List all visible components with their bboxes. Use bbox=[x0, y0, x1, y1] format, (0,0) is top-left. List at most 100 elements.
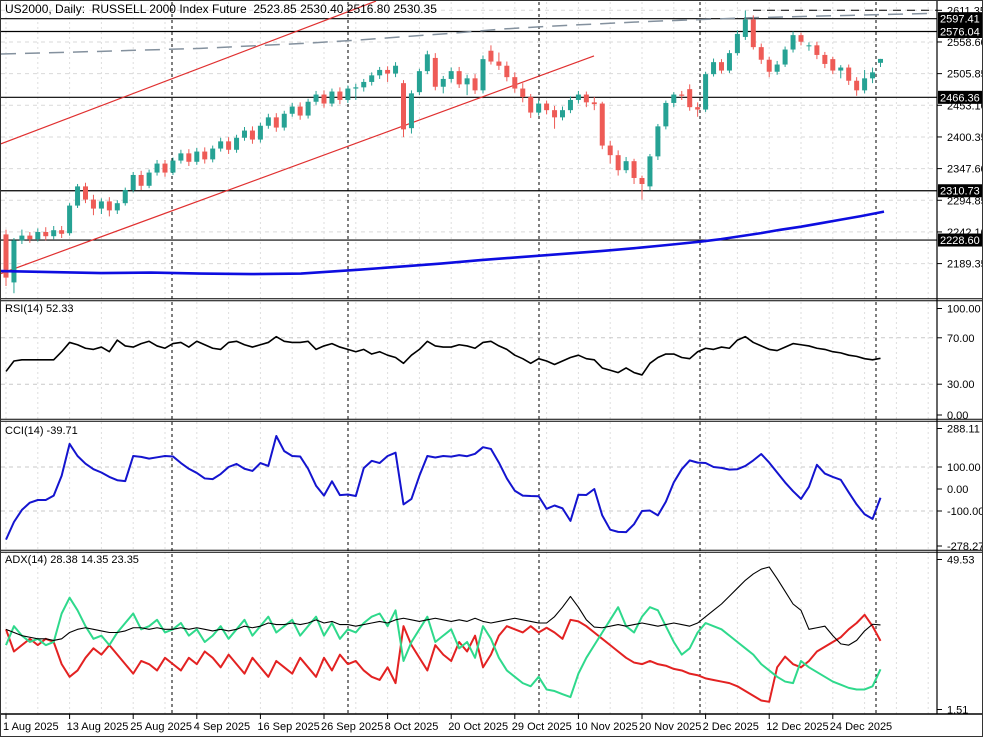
date-label: 25 Aug 2025 bbox=[130, 721, 192, 733]
candle-body bbox=[19, 235, 25, 241]
candle-body bbox=[51, 230, 57, 237]
candle-body bbox=[774, 64, 780, 72]
candle-body bbox=[742, 19, 748, 37]
candle-body bbox=[607, 145, 613, 156]
rsi-tick-label: 30.00 bbox=[947, 379, 975, 391]
cci-line[interactable] bbox=[5, 434, 882, 541]
candle-body bbox=[766, 59, 772, 72]
highlighted-price-box bbox=[938, 12, 982, 26]
candle-body bbox=[623, 161, 629, 171]
candle-body bbox=[106, 201, 112, 211]
candle-body bbox=[138, 174, 144, 186]
candle-body bbox=[170, 160, 176, 173]
adx-tick-label: 1.51 bbox=[947, 705, 968, 717]
candle-body bbox=[496, 61, 502, 66]
cci-tick-label: 0.00 bbox=[947, 484, 968, 496]
candle-body bbox=[520, 88, 526, 97]
candle-body bbox=[631, 161, 637, 178]
minus-di-line[interactable] bbox=[5, 613, 882, 703]
candle-body bbox=[822, 54, 828, 64]
candle-body bbox=[528, 96, 534, 113]
candle-body bbox=[210, 148, 216, 160]
candle-body bbox=[567, 99, 573, 111]
highlighted-price-label: 2228.60 bbox=[940, 235, 980, 247]
candle-body bbox=[75, 186, 81, 206]
candle-body bbox=[512, 77, 518, 89]
candle-body bbox=[703, 74, 709, 110]
candle-body bbox=[313, 94, 319, 102]
candle-body bbox=[67, 205, 73, 234]
date-label: 4 Sep 2025 bbox=[194, 721, 250, 733]
date-label: 12 Dec 2025 bbox=[766, 721, 828, 733]
candle-body bbox=[472, 78, 478, 91]
red-trendline[interactable] bbox=[1, 1, 377, 145]
candle-body bbox=[3, 234, 9, 278]
plus-di-line[interactable] bbox=[5, 596, 882, 699]
candle-body bbox=[711, 62, 717, 75]
adx-indicator-label: ADX(14) 28.38 14.35 23.35 bbox=[5, 554, 139, 566]
rsi-line[interactable] bbox=[5, 335, 881, 376]
gray-dashed-ma-line[interactable] bbox=[1, 12, 937, 55]
candle-body bbox=[687, 89, 693, 108]
date-label: 10 Nov 2025 bbox=[575, 721, 637, 733]
candle-body bbox=[655, 126, 661, 157]
candle-body bbox=[480, 59, 486, 91]
candle-body bbox=[218, 141, 224, 149]
candle-body bbox=[83, 186, 88, 200]
candle-body bbox=[27, 235, 33, 240]
candle-body bbox=[464, 78, 470, 85]
candle-body bbox=[249, 130, 255, 140]
highlighted-price-box bbox=[938, 233, 982, 247]
candle-body bbox=[194, 151, 200, 162]
candle-body bbox=[878, 58, 883, 63]
candle-body bbox=[750, 19, 756, 48]
candle-body bbox=[130, 174, 136, 190]
candle-body bbox=[59, 230, 65, 234]
date-label: 20 Nov 2025 bbox=[639, 721, 701, 733]
candle-body bbox=[862, 78, 868, 91]
candles-group[interactable] bbox=[3, 10, 884, 294]
highlighted-price-box bbox=[938, 90, 982, 104]
date-label: 8 Oct 2025 bbox=[385, 721, 439, 733]
candle-body bbox=[321, 94, 327, 104]
price-tick-label: 2505.85 bbox=[947, 69, 983, 81]
candle-body bbox=[202, 151, 208, 160]
candle-body bbox=[90, 199, 96, 209]
candle-body bbox=[830, 59, 836, 71]
date-label: 2 Dec 2025 bbox=[703, 721, 759, 733]
date-label: 20 Oct 2025 bbox=[448, 721, 508, 733]
candle-body bbox=[385, 69, 391, 74]
candle-body bbox=[599, 103, 605, 146]
candle-body bbox=[488, 50, 494, 62]
candle-body bbox=[369, 75, 375, 82]
highlighted-price-label: 2466.36 bbox=[940, 92, 980, 104]
candle-body bbox=[424, 54, 430, 72]
candle-body bbox=[870, 72, 876, 79]
candle-body bbox=[265, 117, 271, 126]
price-tick-label: 2347.60 bbox=[947, 164, 983, 176]
candle-body bbox=[854, 80, 860, 91]
candle-body bbox=[162, 163, 168, 173]
adx-line[interactable] bbox=[5, 566, 881, 646]
blue-ma-line[interactable] bbox=[1, 210, 885, 276]
candle-body bbox=[536, 103, 542, 113]
date-label: 26 Sep 2025 bbox=[321, 721, 383, 733]
candle-body bbox=[98, 201, 104, 209]
candle-body bbox=[122, 189, 128, 204]
candle-body bbox=[416, 71, 422, 93]
candle-body bbox=[377, 69, 383, 76]
highlighted-price-label: 2576.04 bbox=[940, 27, 980, 39]
candle-body bbox=[297, 106, 303, 116]
candle-body bbox=[647, 156, 653, 187]
price-tick-label: 2294.85 bbox=[947, 195, 983, 207]
candle-body bbox=[671, 94, 677, 103]
date-label: 16 Sep 2025 bbox=[257, 721, 319, 733]
chart-title: US2000, Daily: RUSSELL 2000 Index Future… bbox=[5, 2, 437, 16]
red-trendline[interactable] bbox=[1, 55, 595, 275]
candle-body bbox=[591, 102, 597, 105]
cci-tick-label: -278.27 bbox=[947, 541, 983, 553]
candle-body bbox=[11, 240, 17, 283]
highlighted-price-label: 2597.41 bbox=[940, 14, 980, 26]
